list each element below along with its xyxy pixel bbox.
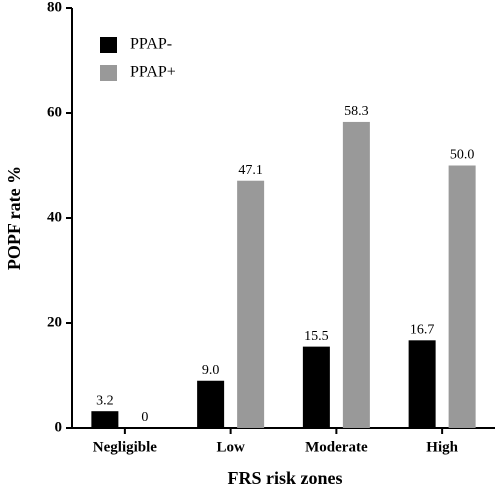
bar: [91, 411, 119, 428]
bar: [197, 380, 225, 428]
value-label: 47.1: [238, 163, 263, 178]
bar: [302, 346, 330, 428]
legend-swatch: [100, 37, 117, 53]
bar: [408, 340, 436, 428]
bar: [342, 121, 370, 429]
y-tick-label: 0: [55, 419, 63, 435]
legend-label: PPAP+: [130, 64, 176, 81]
value-label: 0: [141, 410, 148, 425]
x-tick-label: Negligible: [93, 439, 158, 455]
value-label: 3.2: [96, 393, 114, 408]
value-label: 16.7: [410, 323, 435, 338]
x-axis-label: FRS risk zones: [227, 468, 342, 488]
x-tick-label: Low: [216, 439, 245, 455]
y-tick-label: 80: [47, 0, 62, 15]
bar: [448, 165, 476, 428]
y-tick-label: 60: [47, 104, 62, 120]
bar: [237, 180, 265, 428]
y-tick-label: 40: [47, 209, 62, 225]
value-label: 50.0: [450, 148, 475, 163]
x-tick-label: Moderate: [305, 439, 368, 455]
legend-label: PPAP-: [130, 36, 172, 53]
x-tick-label: High: [426, 439, 458, 455]
y-tick-label: 20: [47, 314, 62, 330]
y-axis-label: POPF rate %: [4, 166, 24, 270]
value-label: 58.3: [344, 104, 369, 119]
value-label: 15.5: [304, 329, 329, 344]
value-label: 9.0: [202, 363, 220, 378]
legend-swatch: [100, 65, 117, 81]
